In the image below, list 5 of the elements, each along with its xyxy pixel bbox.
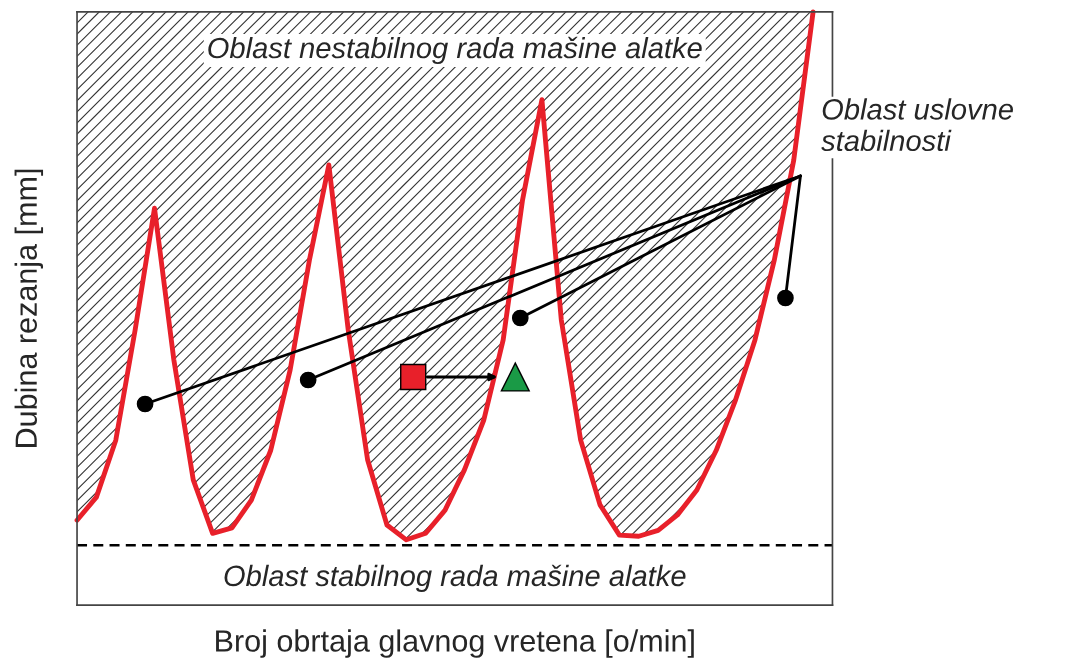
y-axis-title: Dubina rezanja [mm] bbox=[14, 169, 44, 447]
annotation: Oblast stabilnog rada mašine alatke bbox=[224, 564, 686, 593]
annotation: Oblast nestabilnog rada mašine alatke bbox=[208, 36, 702, 65]
x-axis-title: Broj obrtaja glavnog vretena [o/min] bbox=[216, 629, 694, 658]
annotation: Oblast uslovne stabilnosti bbox=[821, 98, 1013, 152]
